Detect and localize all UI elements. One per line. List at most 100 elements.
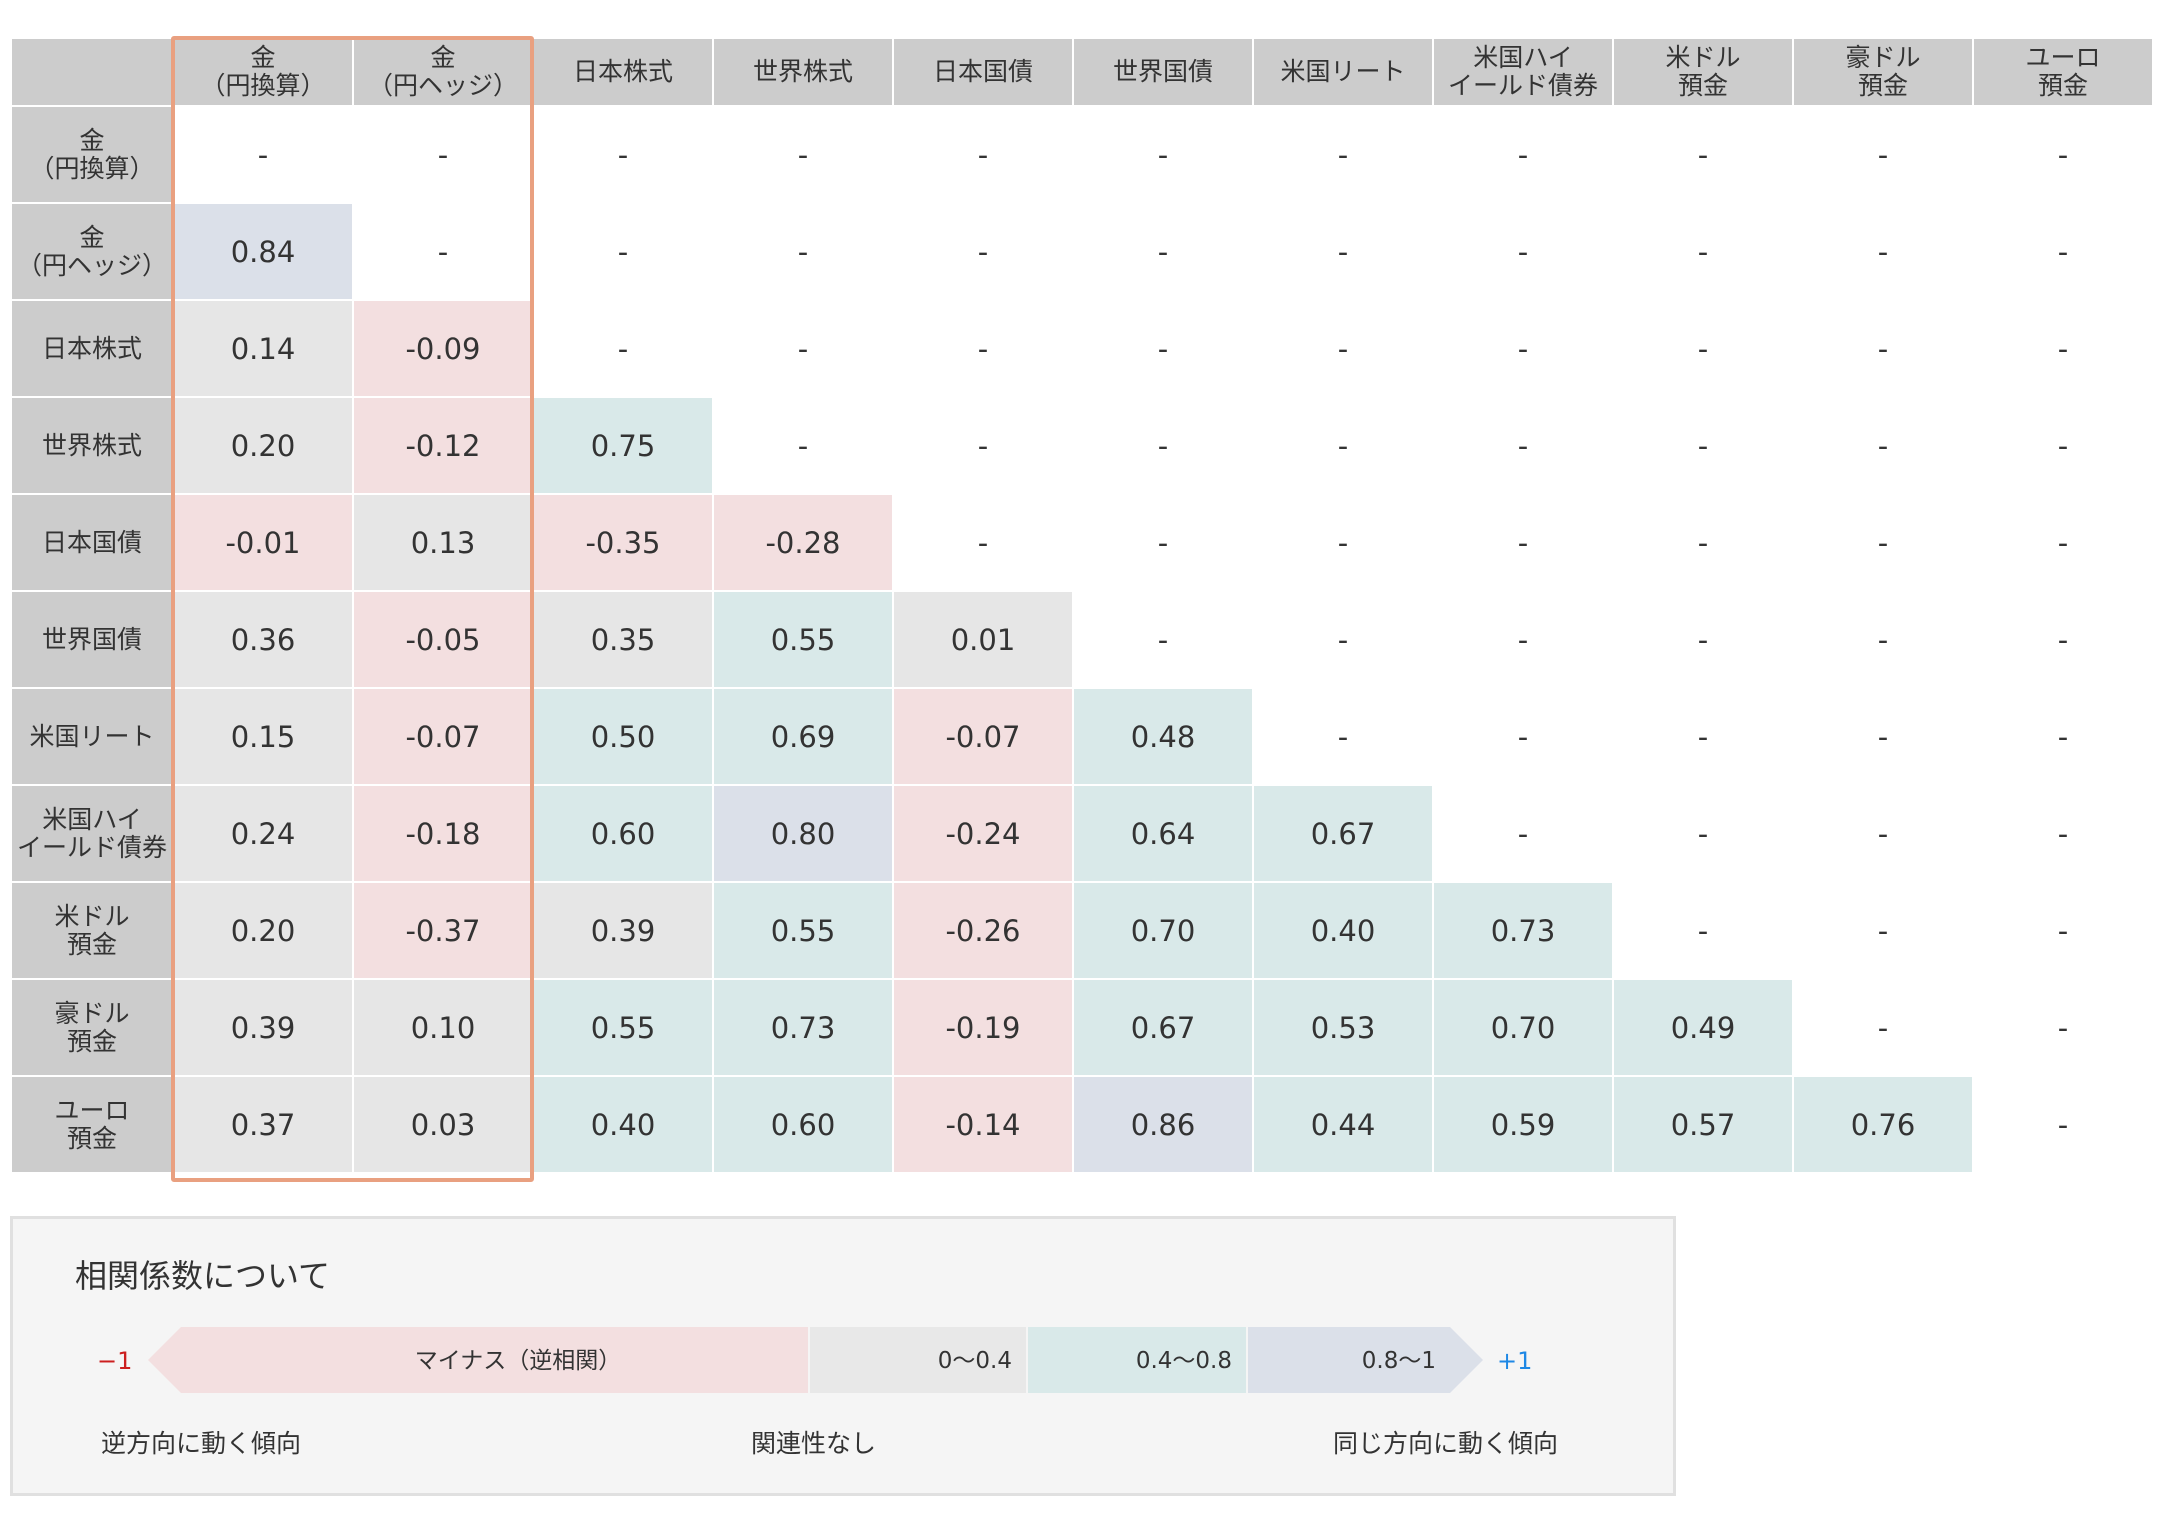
correlation-cell: - [1614, 786, 1792, 883]
correlation-cell: - [1614, 495, 1792, 592]
column-header: 米国ハイ イールド債券 [1434, 39, 1612, 107]
correlation-cell: - [1434, 204, 1612, 301]
correlation-cell: 0.67 [1074, 980, 1252, 1077]
row-header: 米国リート [12, 689, 172, 786]
scale-max-label: +1 [1497, 1347, 1533, 1375]
correlation-cell: - [1254, 689, 1432, 786]
correlation-cell: - [1974, 107, 2152, 204]
correlation-cell: - [1074, 592, 1252, 689]
correlation-cell: 0.40 [1254, 883, 1432, 980]
scale-segment [1028, 1327, 1246, 1393]
correlation-cell: - [534, 301, 712, 398]
table-row: 豪ドル 預金 0.39 0.10 0.55 0.73 -0.19 0.67 0.53 0.70 0… [12, 980, 2152, 1077]
row-header: 日本国債 [12, 495, 172, 592]
table-row: 米国リート 0.15 -0.07 0.50 0.69 -0.07 0.48- - - - - [12, 689, 2152, 786]
correlation-cell: - [354, 107, 532, 204]
correlation-cell: 0.86 [1074, 1077, 1252, 1174]
corner-cell [12, 39, 172, 107]
correlation-cell: - [714, 204, 892, 301]
correlation-cell: - [1614, 883, 1792, 980]
correlation-cell: 0.59 [1434, 1077, 1612, 1174]
legend-title: 相関係数について [75, 1257, 331, 1295]
correlation-cell: 0.48 [1074, 689, 1252, 786]
correlation-cell: - [1794, 204, 1972, 301]
correlation-cell: - [1614, 107, 1792, 204]
correlation-cell: 0.24 [174, 786, 352, 883]
scale-segment-label: 0〜0.4 [938, 1348, 1012, 1374]
table-row: 世界株式 0.20 -0.12 0.75- - - - - - - - [12, 398, 2152, 495]
correlation-cell: -0.26 [894, 883, 1072, 980]
column-header: 日本株式 [534, 39, 712, 107]
correlation-cell: - [1614, 689, 1792, 786]
correlation-cell: - [1974, 398, 2152, 495]
row-header: 世界国債 [12, 592, 172, 689]
correlation-cell: - [1974, 980, 2152, 1077]
correlation-cell: - [1614, 398, 1792, 495]
column-header: 金 （円ヘッジ） [354, 39, 532, 107]
column-header: 世界国債 [1074, 39, 1252, 107]
correlation-cell: - [1434, 592, 1612, 689]
correlation-cell: - [1434, 301, 1612, 398]
correlation-cell: - [1074, 398, 1252, 495]
caption-unrelated: 関連性なし [751, 1429, 877, 1458]
correlation-cell: 0.69 [714, 689, 892, 786]
table-row: 世界国債 0.36 -0.05 0.35 0.55 0.01- - - - - - [12, 592, 2152, 689]
correlation-cell: 0.73 [714, 980, 892, 1077]
correlation-cell: - [1974, 592, 2152, 689]
scale-segment-label: 0.4〜0.8 [1136, 1348, 1232, 1374]
correlation-cell: - [1974, 204, 2152, 301]
correlation-cell: 0.53 [1254, 980, 1432, 1077]
correlation-cell: 0.75 [534, 398, 712, 495]
column-header: 日本国債 [894, 39, 1072, 107]
row-header: 米ドル 預金 [12, 883, 172, 980]
row-header: 日本株式 [12, 301, 172, 398]
scale-segment [1248, 1327, 1483, 1393]
correlation-cell: - [1794, 107, 1972, 204]
column-header: 金 （円換算） [174, 39, 352, 107]
row-header: 世界株式 [12, 398, 172, 495]
correlation-cell: - [894, 398, 1072, 495]
correlation-cell: - [174, 107, 352, 204]
correlation-cell: -0.09 [354, 301, 532, 398]
row-header: 豪ドル 預金 [12, 980, 172, 1077]
correlation-cell: -0.35 [534, 495, 712, 592]
correlation-cell: - [1074, 204, 1252, 301]
correlation-cell: - [894, 301, 1072, 398]
correlation-cell: 0.76 [1794, 1077, 1972, 1174]
correlation-cell: -0.19 [894, 980, 1072, 1077]
correlation-cell: 0.55 [714, 883, 892, 980]
correlation-cell: - [1254, 301, 1432, 398]
correlation-cell: 0.49 [1614, 980, 1792, 1077]
correlation-cell: - [1614, 592, 1792, 689]
correlation-cell: 0.67 [1254, 786, 1432, 883]
correlation-matrix: 金 （円換算）金 （円ヘッジ） 日本株式 世界株式 日本国債 世界国債 米国リート 米国ハイ… [10, 39, 2154, 1174]
table-row: 日本国債 -0.01 0.13 -0.35 -0.28- - - - - - - [12, 495, 2152, 592]
correlation-cell: 0.20 [174, 883, 352, 980]
correlation-cell: 0.20 [174, 398, 352, 495]
caption-same-direction: 同じ方向に動く傾向 [1333, 1429, 1559, 1458]
header-row: 金 （円換算）金 （円ヘッジ） 日本株式 世界株式 日本国債 世界国債 米国リート 米国ハイ… [12, 39, 2152, 107]
scale-min-label: −1 [97, 1347, 133, 1375]
correlation-cell: - [1254, 107, 1432, 204]
correlation-cell: -0.01 [174, 495, 352, 592]
correlation-cell: - [1974, 495, 2152, 592]
legend-panel: 相関係数について −1 マイナス（逆相関） 0〜0.4 0.4〜0.8 0.8〜1 +… [10, 1216, 1676, 1496]
correlation-cell: - [1794, 980, 1972, 1077]
correlation-cell: - [1794, 398, 1972, 495]
correlation-cell: 0.50 [534, 689, 712, 786]
correlation-cell: - [1794, 786, 1972, 883]
correlation-cell: -0.07 [354, 689, 532, 786]
correlation-cell: -0.18 [354, 786, 532, 883]
correlation-cell: - [1254, 204, 1432, 301]
correlation-cell: 0.01 [894, 592, 1072, 689]
correlation-cell: - [1074, 495, 1252, 592]
correlation-cell: 0.37 [174, 1077, 352, 1174]
correlation-cell: -0.37 [354, 883, 532, 980]
row-header: 金 （円ヘッジ） [12, 204, 172, 301]
correlation-cell: - [1434, 786, 1612, 883]
row-header: 金 （円換算） [12, 107, 172, 204]
scale-segment [810, 1327, 1026, 1393]
table-row: 金 （円換算） - - - - - - - - - - - [12, 107, 2152, 204]
correlation-cell: 0.84 [174, 204, 352, 301]
correlation-cell: 0.03 [354, 1077, 532, 1174]
